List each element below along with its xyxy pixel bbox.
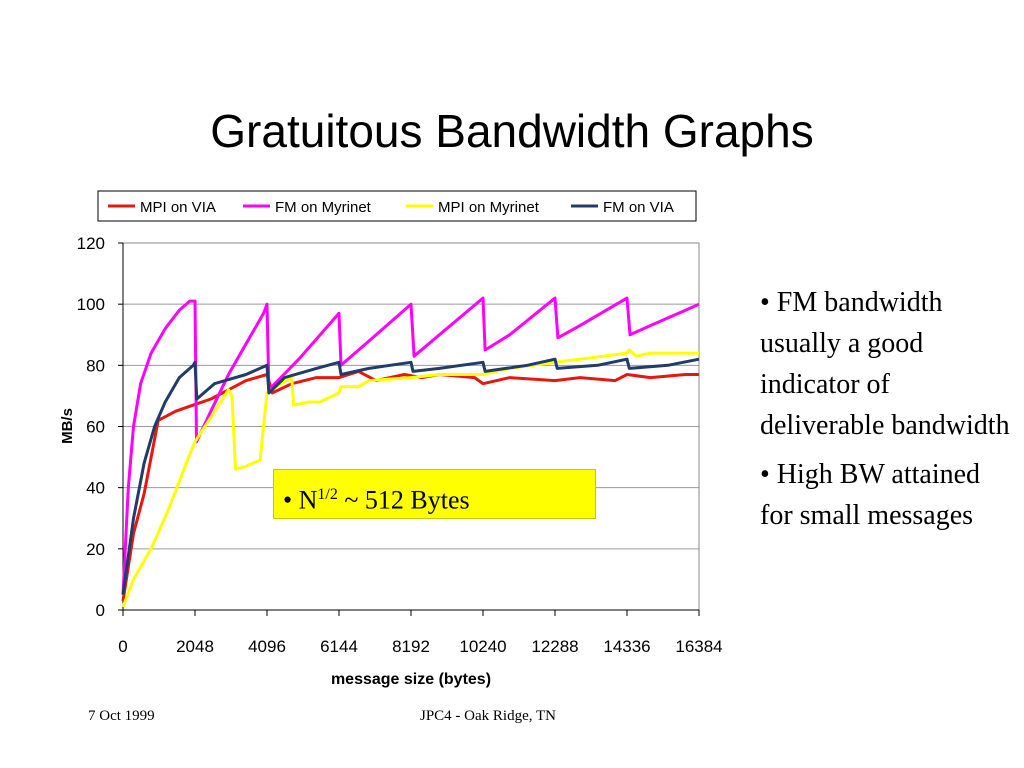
callout-superscript: 1/2 [317, 486, 338, 503]
x-tick-label: 14336 [603, 637, 650, 656]
legend: MPI on VIA FM on Myrinet MPI on Myrinet FM … [97, 190, 697, 222]
callout-suffix: ~ 512 Bytes [337, 485, 470, 515]
y-tick-label: 80 [86, 356, 105, 375]
y-tick-label: 120 [77, 234, 105, 253]
legend-label: MPI on Myrinet [438, 199, 540, 216]
bullet-list: • FM bandwidth usually a good indicator … [760, 282, 1010, 544]
series-line [121, 348, 699, 608]
n-half-callout: • N1/2 ~ 512 Bytes [273, 469, 596, 519]
y-tick-label: 60 [86, 418, 105, 437]
footer-venue: JPC4 - Oak Ridge, TN [420, 708, 556, 724]
x-tick-label: 8192 [392, 637, 430, 656]
x-tick-label: 2048 [176, 637, 214, 656]
footer-date: 7 Oct 1999 [88, 708, 155, 724]
y-tick-label: 40 [86, 479, 105, 498]
series-line [121, 296, 700, 595]
bullet-item: • High BW attained for small messages [760, 459, 981, 531]
x-tick-label: 16384 [675, 637, 722, 656]
legend-label: FM on VIA [603, 199, 674, 216]
callout-prefix: • N [283, 485, 318, 515]
x-tick-label: 0 [118, 637, 127, 656]
y-tick-label: 100 [77, 295, 105, 314]
y-tick-label: 20 [86, 540, 105, 559]
x-tick-label: 4096 [248, 637, 286, 656]
legend-label: FM on Myrinet [275, 199, 372, 216]
legend-label: MPI on VIA [140, 199, 216, 216]
bullet-item: • FM bandwidth usually a good indicator … [760, 287, 1010, 441]
x-tick-label: 12288 [531, 637, 578, 656]
series-line [121, 357, 700, 595]
x-tick-label: 6144 [320, 637, 358, 656]
x-tick-label: 10240 [459, 637, 506, 656]
y-axis-label: MB/s [59, 408, 76, 444]
y-tick-label: 0 [96, 601, 105, 620]
x-axis-label: message size (bytes) [331, 671, 491, 688]
slide-title: Gratuitous Bandwidth Graphs [210, 105, 814, 157]
